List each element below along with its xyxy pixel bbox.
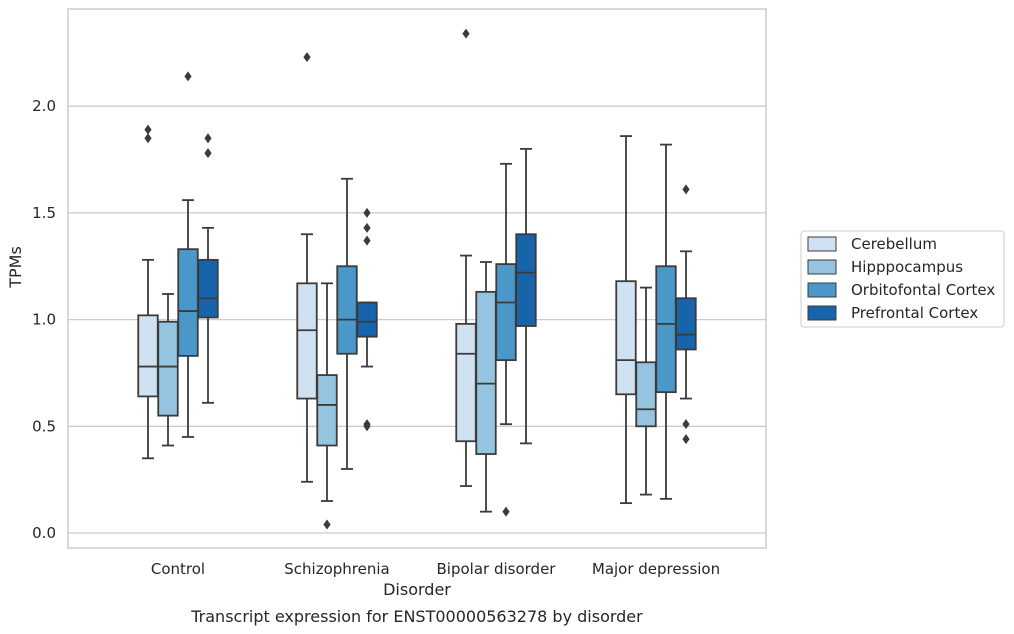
box-hipppocampus <box>157 293 179 447</box>
outlier-point <box>184 71 192 82</box>
legend-swatch <box>807 282 837 298</box>
outlier-point <box>363 207 371 218</box>
outlier-point <box>323 519 331 530</box>
legend-label: Orbitofontal Cortex <box>851 281 995 299</box>
box-orbitofontal-cortex <box>336 177 358 470</box>
outlier-point <box>204 133 212 144</box>
x-tick-label: Major depression <box>592 560 720 578</box>
box-iqr <box>356 301 378 338</box>
box-iqr <box>655 265 677 394</box>
legend-label: Prefrontal Cortex <box>851 304 978 322</box>
box-iqr <box>615 280 637 396</box>
outlier-point <box>363 419 371 430</box>
box-prefrontal-cortex <box>197 133 219 404</box>
x-axis-label: Disorder <box>383 580 451 599</box>
box-iqr <box>515 233 537 327</box>
box-iqr <box>675 297 697 351</box>
box-hipppocampus <box>316 282 338 530</box>
box-cerebellum <box>615 135 637 505</box>
box-orbitofontal-cortex <box>177 71 199 438</box>
x-tick-label: Bipolar disorder <box>437 560 557 578</box>
outlier-point <box>144 124 152 135</box>
y-tick-label: 1.5 <box>32 204 56 222</box>
outlier-point <box>303 52 311 63</box>
y-tick-labels: 0.0 0.5 1.0 1.5 2.0 <box>32 97 56 542</box>
x-tick-label: Control <box>151 560 205 578</box>
x-tick-labels: Control Schizophrenia Bipolar disorder Majo… <box>151 560 720 578</box>
outlier-point <box>502 506 510 517</box>
box-iqr <box>177 248 199 357</box>
box-iqr <box>475 290 497 455</box>
box-cerebellum <box>296 52 318 483</box>
outlier-point <box>682 434 690 445</box>
box-iqr <box>197 258 219 319</box>
outlier-point <box>682 419 690 430</box>
legend-swatch <box>807 259 837 275</box>
y-axis-label: TPMs <box>6 246 25 289</box>
box-iqr <box>336 265 358 355</box>
box-orbitofontal-cortex <box>495 162 517 517</box>
outlier-point <box>363 235 371 246</box>
legend-label: Hipppocampus <box>851 258 963 276</box>
box-iqr <box>296 282 318 400</box>
box-cerebellum <box>455 28 477 487</box>
box-iqr <box>137 314 159 398</box>
box-hipppocampus <box>475 261 497 513</box>
box-iqr <box>316 374 338 447</box>
box-iqr <box>635 361 657 428</box>
box-iqr <box>455 322 477 443</box>
box-iqr <box>157 320 179 417</box>
legend-frame <box>800 230 1005 328</box>
box-prefrontal-cortex <box>356 207 378 432</box>
plot-frame <box>67 8 767 549</box>
box-prefrontal-cortex <box>675 184 697 445</box>
legend: Cerebellum Hipppocampus Orbitofontal Corte… <box>800 230 1005 328</box>
y-tick-label: 0.5 <box>32 417 56 435</box>
outlier-point <box>363 222 371 233</box>
outlier-point <box>144 133 152 144</box>
boxes <box>137 28 697 530</box>
outlier-point <box>682 184 690 195</box>
legend-label: Cerebellum <box>851 235 937 253</box>
x-tick-label: Schizophrenia <box>284 560 389 578</box>
box-orbitofontal-cortex <box>655 143 677 500</box>
box-iqr <box>495 263 517 362</box>
legend-swatch <box>807 305 837 321</box>
box-prefrontal-cortex <box>515 147 537 445</box>
outlier-point <box>462 28 470 39</box>
y-tick-label: 0.0 <box>32 524 56 542</box>
box-cerebellum <box>137 124 159 460</box>
y-tick-label: 2.0 <box>32 97 56 115</box>
box-hipppocampus <box>635 286 657 496</box>
legend-swatch <box>807 236 837 252</box>
outlier-point <box>204 148 212 159</box>
chart-title: Transcript expression for ENST0000056327… <box>190 607 643 626</box>
y-tick-label: 1.0 <box>32 311 56 329</box>
